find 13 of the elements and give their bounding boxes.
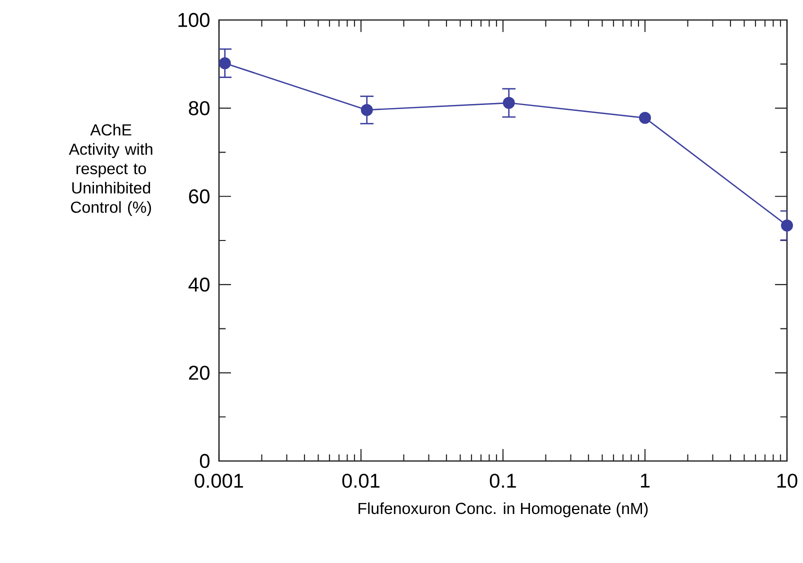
x-tick-label: 0.01: [342, 474, 380, 488]
x-tick-label: 0.001: [194, 474, 244, 488]
y-tick-label: 0: [200, 454, 210, 468]
x-axis-title: Flufenoxuron Conc. in Homogenate (nM): [358, 502, 648, 518]
x-tick-label: 1: [640, 474, 650, 488]
y-tick-label: 80: [188, 101, 210, 116]
y-tick-label: 60: [189, 189, 210, 204]
y-tick-label: 40: [188, 278, 210, 292]
y-axis-title: AChE Activity with respect to Uninhibited Control (%): [68, 124, 152, 216]
y-tick-label: 100: [178, 12, 210, 28]
x-tick-label: 0.1: [490, 474, 516, 488]
x-tick-label: 10: [777, 474, 798, 488]
y-tick-label: 20: [189, 366, 210, 380]
